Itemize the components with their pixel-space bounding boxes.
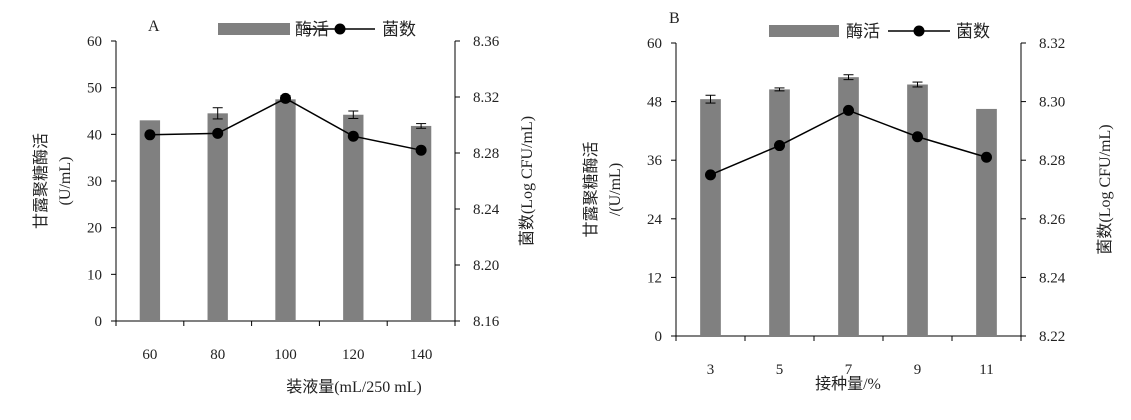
y-tick-label-left: 60 <box>647 36 662 52</box>
bar <box>207 113 228 321</box>
y-tick-label-left: 30 <box>87 174 102 190</box>
x-tick-label: 11 <box>979 362 993 378</box>
data-point <box>415 144 427 156</box>
y-tick-label-right: 8.24 <box>473 202 500 218</box>
y-tick-label-left: 24 <box>647 212 663 228</box>
y-tick-label-left: 50 <box>87 81 102 97</box>
bar <box>410 125 432 321</box>
y-tick-label-left: 0 <box>655 329 663 345</box>
y-tick-label-right: 8.28 <box>1039 153 1065 169</box>
y-tick-label-right: 8.32 <box>473 90 499 106</box>
legend-line-marker <box>334 23 346 35</box>
legend-line-marker <box>913 25 925 37</box>
x-tick-label: 140 <box>410 347 433 363</box>
y-tick-label-left: 0 <box>95 314 103 330</box>
y-axis-title-right: 菌数(Log CFU/mL) <box>518 116 536 246</box>
y-axis-title-left: /(U/mL) <box>607 163 624 216</box>
y-axis-title-left: 甘露聚糖酶活 <box>582 141 600 237</box>
y-tick-label-right: 8.20 <box>473 258 499 274</box>
bar <box>275 99 296 321</box>
x-tick-label: 80 <box>210 347 225 363</box>
y-tick-label-left: 48 <box>647 95 662 111</box>
x-tick-label: 5 <box>776 362 784 378</box>
x-tick-label: 7 <box>845 362 853 378</box>
bar <box>700 99 721 337</box>
y-tick-label-left: 36 <box>647 153 663 169</box>
y-tick-label-right: 8.36 <box>473 34 500 50</box>
x-tick-label: 60 <box>142 347 157 363</box>
x-tick-label: 100 <box>274 347 297 363</box>
legend-bar-swatch <box>218 23 290 35</box>
data-point <box>774 140 785 152</box>
data-point <box>212 127 224 139</box>
y-tick-label-right: 8.28 <box>473 146 499 162</box>
x-axis-title: 接种量/% <box>815 375 881 393</box>
y-tick-label-left: 20 <box>87 221 102 237</box>
y-tick-label-right: 8.22 <box>1039 329 1065 345</box>
y-tick-label-right: 8.26 <box>1039 212 1066 228</box>
y-axis-title-right: 菌数(Log CFU/mL) <box>1096 124 1114 254</box>
legend-line-label: 菌数 <box>382 20 416 39</box>
y-tick-label-right: 8.16 <box>473 314 500 330</box>
y-tick-label-right: 8.32 <box>1039 36 1065 52</box>
data-point <box>280 92 291 104</box>
y-tick-label-right: 8.24 <box>1039 270 1066 286</box>
chart-panel-b: B 0 12 24 36 48 60 8.22 8.24 8.26 8.28 8.30 8.32 3 5 7 9… <box>582 10 1114 393</box>
legend-bar-label: 酶活 <box>846 22 880 41</box>
panel-label: B <box>669 10 680 27</box>
data-point <box>705 169 716 181</box>
y-axis-title-left: 甘露聚糖酶活 <box>32 133 50 229</box>
legend-line-label: 菌数 <box>956 22 990 41</box>
bar <box>976 108 997 336</box>
panel-label: A <box>148 18 160 35</box>
x-tick-label: 120 <box>342 347 365 363</box>
y-tick-label-left: 60 <box>87 34 102 50</box>
x-tick-label: 9 <box>914 362 922 378</box>
data-point <box>981 151 992 163</box>
data-point <box>843 104 854 116</box>
y-tick-label-left: 12 <box>647 270 662 286</box>
bar <box>343 114 364 321</box>
legend-bar-swatch <box>769 25 839 37</box>
y-tick-label-left: 10 <box>87 267 102 283</box>
bar <box>139 120 161 321</box>
x-axis-title: 装液量(mL/250 mL) <box>286 378 422 396</box>
data-point <box>912 131 923 143</box>
x-tick-label: 3 <box>707 362 715 378</box>
y-axis-title-left: (U/mL) <box>57 157 74 206</box>
y-tick-label-right: 8.30 <box>1039 95 1065 111</box>
data-point <box>144 129 156 141</box>
chart-panel-a: A 0 10 20 30 40 50 60 8.16 8.20 8.24 8.28 8.32 8.36 60… <box>32 18 536 396</box>
data-point <box>347 130 359 142</box>
bar <box>907 84 928 336</box>
bar <box>838 77 859 336</box>
y-tick-label-left: 40 <box>87 127 102 143</box>
bar <box>769 89 790 337</box>
